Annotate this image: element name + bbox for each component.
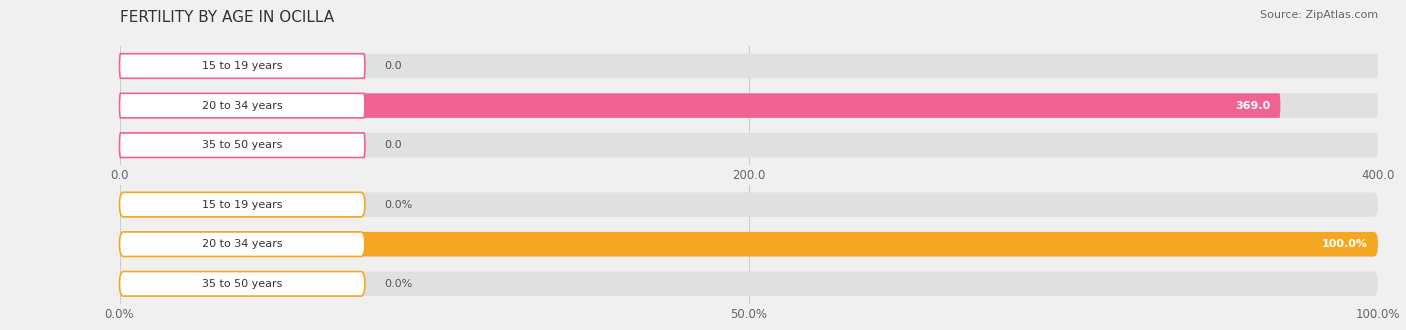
FancyBboxPatch shape	[120, 272, 366, 296]
Text: 15 to 19 years: 15 to 19 years	[202, 61, 283, 71]
Text: 369.0: 369.0	[1234, 101, 1270, 111]
Text: Source: ZipAtlas.com: Source: ZipAtlas.com	[1260, 10, 1378, 20]
FancyBboxPatch shape	[120, 93, 1281, 118]
Text: 0.0: 0.0	[384, 61, 401, 71]
FancyBboxPatch shape	[120, 133, 1378, 157]
FancyBboxPatch shape	[120, 54, 1378, 78]
FancyBboxPatch shape	[120, 93, 1378, 118]
Text: 35 to 50 years: 35 to 50 years	[202, 279, 283, 289]
Text: 20 to 34 years: 20 to 34 years	[202, 239, 283, 249]
Text: FERTILITY BY AGE IN OCILLA: FERTILITY BY AGE IN OCILLA	[120, 10, 333, 25]
FancyBboxPatch shape	[120, 93, 366, 118]
FancyBboxPatch shape	[120, 54, 366, 78]
Text: 20 to 34 years: 20 to 34 years	[202, 101, 283, 111]
FancyBboxPatch shape	[120, 192, 1378, 217]
FancyBboxPatch shape	[120, 232, 1378, 256]
FancyBboxPatch shape	[120, 272, 1378, 296]
Text: 0.0%: 0.0%	[384, 200, 412, 210]
Text: 15 to 19 years: 15 to 19 years	[202, 200, 283, 210]
Text: 35 to 50 years: 35 to 50 years	[202, 140, 283, 150]
FancyBboxPatch shape	[120, 133, 366, 157]
Text: 0.0: 0.0	[384, 140, 401, 150]
Text: 100.0%: 100.0%	[1322, 239, 1368, 249]
Text: 0.0%: 0.0%	[384, 279, 412, 289]
FancyBboxPatch shape	[120, 232, 366, 256]
FancyBboxPatch shape	[120, 232, 1378, 256]
FancyBboxPatch shape	[120, 192, 366, 217]
